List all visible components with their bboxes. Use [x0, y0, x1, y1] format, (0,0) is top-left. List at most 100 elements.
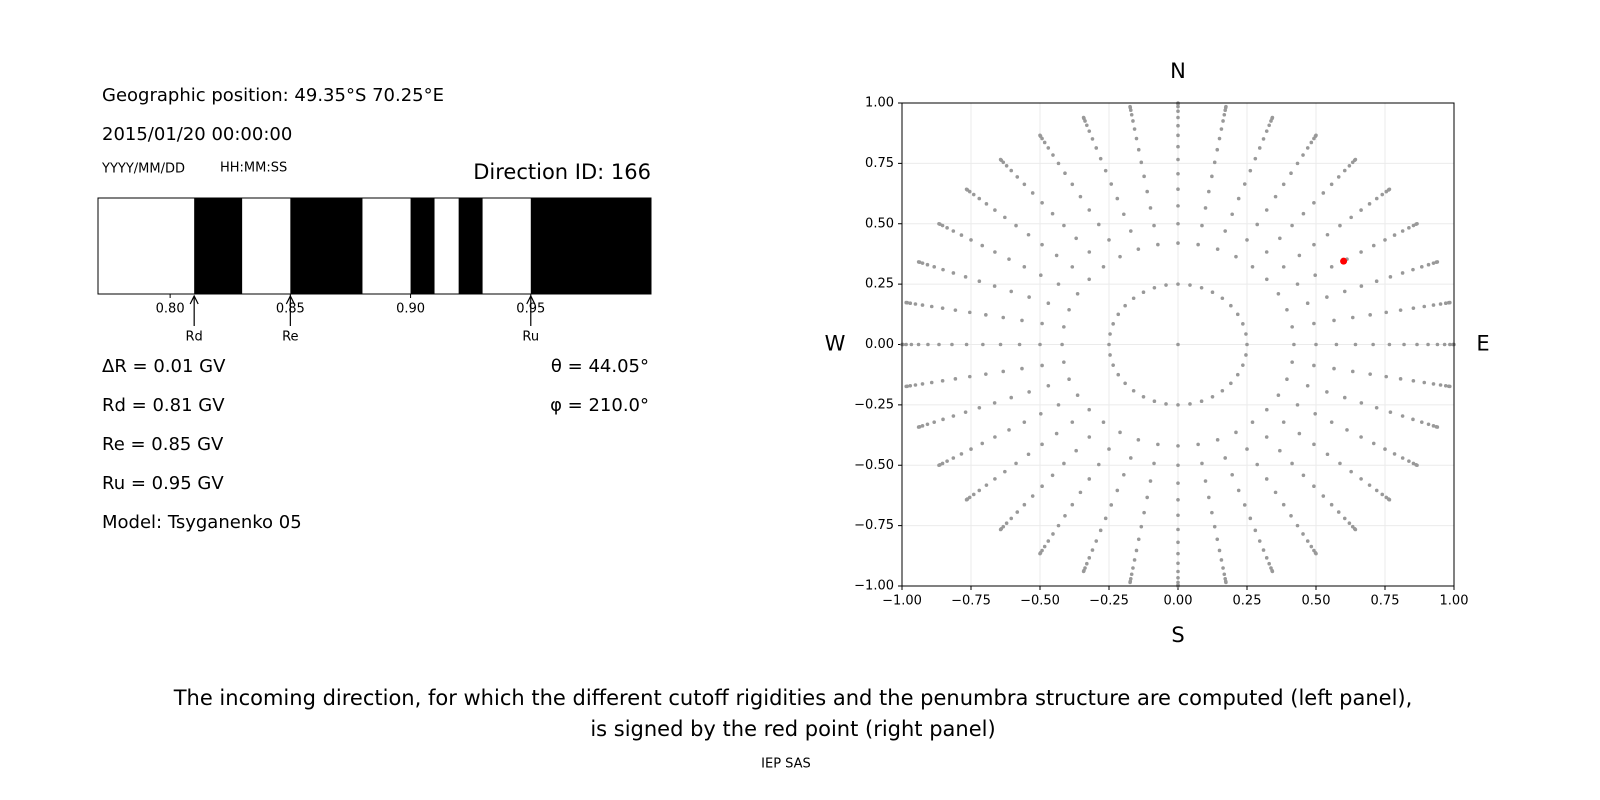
direction-point — [1229, 303, 1233, 308]
direction-point — [1431, 261, 1436, 265]
direction-point — [1312, 363, 1316, 368]
direction-point — [1374, 405, 1379, 410]
direction-point — [984, 313, 988, 317]
direction-point — [908, 384, 913, 388]
direction-point — [1094, 146, 1099, 150]
direction-point — [1290, 360, 1294, 364]
direction-point — [1242, 182, 1247, 186]
direction-point — [1215, 537, 1220, 542]
caption: The incoming direction, for which the di… — [173, 686, 1413, 710]
direction-point — [1026, 452, 1031, 457]
direction-point — [1400, 414, 1405, 418]
y-tick-label: −0.25 — [854, 397, 894, 412]
direction-point — [1210, 510, 1214, 515]
direction-point — [964, 187, 969, 192]
direction-point — [1220, 388, 1225, 393]
direction-point — [1042, 544, 1047, 549]
direction-point — [1087, 435, 1092, 439]
direction-point — [1321, 494, 1326, 498]
direction-point — [1131, 296, 1136, 301]
direction-point — [1176, 123, 1180, 128]
direction-point — [1411, 306, 1416, 310]
direction-point — [1199, 399, 1204, 404]
parameter: Rd = 0.81 GV — [102, 395, 225, 416]
direction-point — [1046, 383, 1051, 388]
marker-label: Re — [282, 330, 298, 345]
direction-point — [1236, 196, 1241, 201]
direction-point — [1255, 462, 1260, 467]
direction-point — [1289, 513, 1293, 518]
direction-point — [1349, 215, 1353, 220]
direction-point — [1411, 379, 1416, 383]
direction-point — [1101, 265, 1106, 269]
direction-point — [1250, 265, 1255, 269]
parameter: Model: Tsyganenko 05 — [102, 512, 302, 533]
direction-point — [1313, 412, 1317, 416]
direction-point — [1042, 140, 1047, 145]
x-tick-label: 0.90 — [396, 302, 425, 317]
direction-point — [1098, 528, 1103, 533]
y-tick-label: 0.25 — [865, 277, 894, 292]
direction-point — [1411, 417, 1415, 422]
x-tick-label: −0.50 — [1020, 594, 1060, 609]
direction-point — [981, 342, 985, 347]
direction-point — [1176, 575, 1180, 580]
direction-point — [980, 243, 985, 248]
direction-point — [1132, 127, 1137, 131]
direction-point — [1350, 369, 1355, 374]
direction-point — [1212, 160, 1217, 165]
direction-point — [1111, 322, 1115, 326]
direction-point — [998, 157, 1003, 162]
direction-point — [1210, 174, 1214, 179]
direction-point — [1040, 200, 1044, 205]
compass-label: W — [825, 332, 846, 356]
direction-point — [1115, 488, 1120, 493]
direction-point — [1134, 136, 1139, 141]
direction-point — [1075, 291, 1080, 296]
direction-point — [1062, 325, 1066, 329]
direction-point — [1136, 247, 1141, 251]
direction-point — [941, 417, 945, 422]
direction-point — [1156, 242, 1160, 247]
penumbra-band — [530, 198, 651, 294]
direction-point — [1295, 161, 1300, 166]
direction-point — [1116, 312, 1121, 317]
direction-point — [904, 384, 908, 389]
direction-point — [1224, 104, 1228, 109]
direction-point — [1022, 420, 1027, 424]
direction-point — [1145, 189, 1149, 194]
direction-point — [1267, 123, 1271, 128]
direction-point — [1313, 273, 1317, 277]
direction-point — [1264, 129, 1269, 133]
direction-point — [1443, 384, 1448, 388]
direction-point — [1090, 137, 1095, 141]
direction-point — [1027, 295, 1031, 299]
marker-label: Ru — [522, 330, 539, 345]
direction-point — [1109, 503, 1114, 507]
direction-point — [1235, 372, 1240, 377]
direction-point — [925, 262, 930, 267]
direction-point — [1245, 238, 1249, 242]
direction-point — [1342, 516, 1347, 521]
direction-point — [977, 405, 982, 410]
direction-point — [1134, 548, 1139, 553]
direction-point — [1050, 211, 1055, 216]
direction-point — [1176, 144, 1180, 149]
direction-point — [1132, 558, 1137, 562]
direction-point — [1349, 469, 1353, 474]
direction-point — [951, 229, 956, 233]
direction-point — [1426, 262, 1431, 267]
direction-point — [1222, 572, 1227, 577]
direction-point — [1422, 304, 1427, 309]
direction-point — [1380, 192, 1385, 197]
date-format: YYYY/MM/DD — [101, 162, 185, 177]
direction-point — [959, 452, 964, 456]
direction-point — [1264, 435, 1269, 439]
direction-point — [929, 304, 934, 309]
direction-point — [1094, 539, 1099, 543]
direction-point — [1111, 363, 1115, 367]
direction-point — [1196, 442, 1200, 447]
direction-point — [1027, 390, 1031, 394]
direction-point — [1289, 171, 1293, 176]
direction-point — [1129, 229, 1133, 233]
